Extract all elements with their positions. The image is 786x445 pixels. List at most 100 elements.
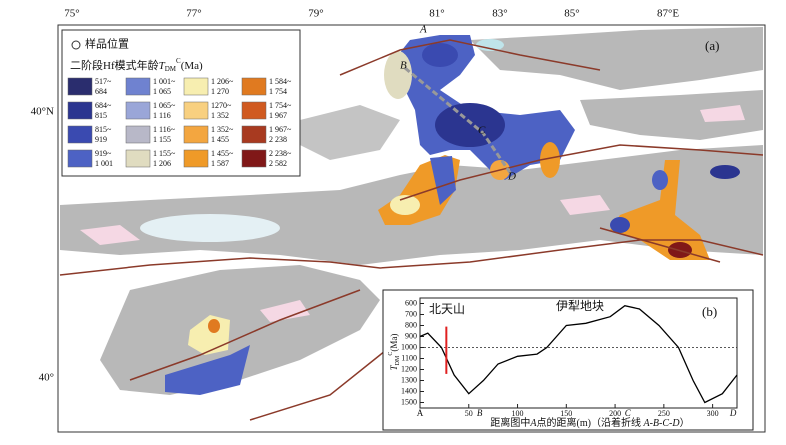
y-tick-label: 1400 (401, 386, 417, 395)
legend-swatch (183, 125, 209, 144)
text: C (388, 352, 394, 356)
x-tick-label: 250 (658, 409, 670, 418)
legend-label: 684~ (95, 101, 112, 110)
legend-label: 1 116 (153, 111, 171, 120)
age-zone (610, 217, 630, 233)
legend-label: 1 065~ (153, 101, 176, 110)
legend-label: 1 206~ (211, 77, 234, 86)
text: T (159, 60, 166, 72)
faults (59, 39, 764, 421)
profile-line (404, 66, 515, 178)
x-tick-label: 50 (465, 409, 473, 418)
pink-unit (80, 225, 140, 245)
legend-label: 1 587 (211, 159, 229, 168)
age-zone (422, 43, 458, 67)
legend-swatch (67, 125, 93, 144)
y-tick-label: 1300 (401, 375, 417, 384)
inset-chart: 北天山 伊犁地块 (b) TDMC(Ma) 距离图中A点的距离(m)（沿着折线 … (382, 289, 754, 431)
text: (Ma) (389, 334, 399, 352)
legend-label: 684 (95, 87, 107, 96)
fault (339, 39, 601, 76)
text: ） (680, 417, 690, 429)
text: (Ma) (181, 60, 203, 72)
legend-swatch (183, 77, 209, 96)
legend-swatch (125, 149, 151, 168)
legend-label: 1 155 (153, 135, 171, 144)
lon-label: 81° (429, 8, 444, 20)
point-label: B (400, 60, 407, 72)
legend-label: 1 455~ (211, 149, 234, 158)
legend-label: 1 155~ (153, 149, 176, 158)
text: DM (395, 355, 401, 365)
lake (140, 214, 280, 242)
land (580, 90, 763, 140)
y-tick-label: 1500 (401, 397, 417, 406)
x-tick-label: 100 (512, 409, 524, 418)
text: 距离图中 (490, 416, 530, 429)
lake (476, 39, 504, 51)
age-zone (208, 319, 220, 333)
y-axis-label: TDMC(Ma) (388, 334, 401, 371)
text: DM (165, 65, 177, 73)
age-zone (652, 170, 668, 190)
legend-label: 1 065 (153, 87, 171, 96)
legend-swatch (125, 101, 151, 120)
age-zone (610, 160, 710, 260)
legend-swatch (67, 77, 93, 96)
text: 二阶段Hf模式年龄 (70, 58, 159, 72)
inset-frame (382, 289, 754, 431)
legend-swatch (183, 149, 209, 168)
legend-label: 919~ (95, 149, 112, 158)
pink-unit (700, 105, 745, 122)
age-zone (540, 142, 560, 178)
legend-label: 517~ (95, 77, 112, 86)
lon-label: 77° (186, 8, 201, 20)
fault (399, 144, 764, 201)
text: T (389, 364, 399, 370)
legend: 样品位置 二阶段Hf模式年龄TDMC(Ma) 517~684 684~815 815… (61, 29, 301, 177)
fault (129, 289, 361, 381)
point-label: D (729, 408, 737, 418)
lat-label: 40° (39, 372, 54, 384)
age-zone (435, 103, 505, 147)
legend-label: 2 238 (269, 135, 287, 144)
legend-label: 1270~ (211, 101, 232, 110)
lon-label: 83° (492, 8, 507, 20)
age-zone (390, 195, 420, 215)
legend-label: 1 352 (211, 111, 229, 120)
legend-label: 2 582 (269, 159, 287, 168)
point-label: C (625, 408, 632, 418)
lon-label: 87°E (657, 8, 679, 20)
legend-label: 1 754 (269, 87, 287, 96)
panel-label: (b) (702, 304, 717, 319)
pink-unit (260, 300, 310, 322)
legend-label: 1 116~ (153, 125, 176, 134)
legend-label: 1 967~ (269, 125, 292, 134)
legend-label: 919 (95, 135, 107, 144)
y-tick-label: 800 (405, 320, 417, 329)
age-zone (165, 345, 250, 395)
legend-swatch (241, 149, 267, 168)
age-zone (710, 165, 740, 179)
plot-area (419, 297, 738, 409)
age-zone (398, 35, 575, 180)
age-zone (430, 156, 456, 205)
legend-label: 1 001 (95, 159, 113, 168)
legend-swatch (241, 101, 267, 120)
legend-label: 815~ (95, 125, 112, 134)
point-label: A (417, 408, 424, 418)
region-label: 伊犁地块 (556, 299, 604, 313)
y-tick-label: 1200 (401, 364, 417, 373)
x-axis-label: 距离图中A点的距离(m)（沿着折线 A-B-C-D） (490, 416, 689, 429)
text: A (529, 418, 537, 429)
point-label: C (478, 125, 486, 137)
point-label: A (419, 24, 427, 36)
text: 点的距离(m)（沿着折线 (537, 416, 644, 429)
x-tick-label: 150 (560, 409, 572, 418)
y-tick-label: 900 (405, 331, 417, 340)
y-tick-label: 600 (405, 298, 417, 307)
x-tick-label: 200 (609, 409, 621, 418)
point-label: D (507, 171, 516, 183)
legend-label: 1 206 (153, 159, 171, 168)
legend-label: 1 967 (269, 111, 287, 120)
